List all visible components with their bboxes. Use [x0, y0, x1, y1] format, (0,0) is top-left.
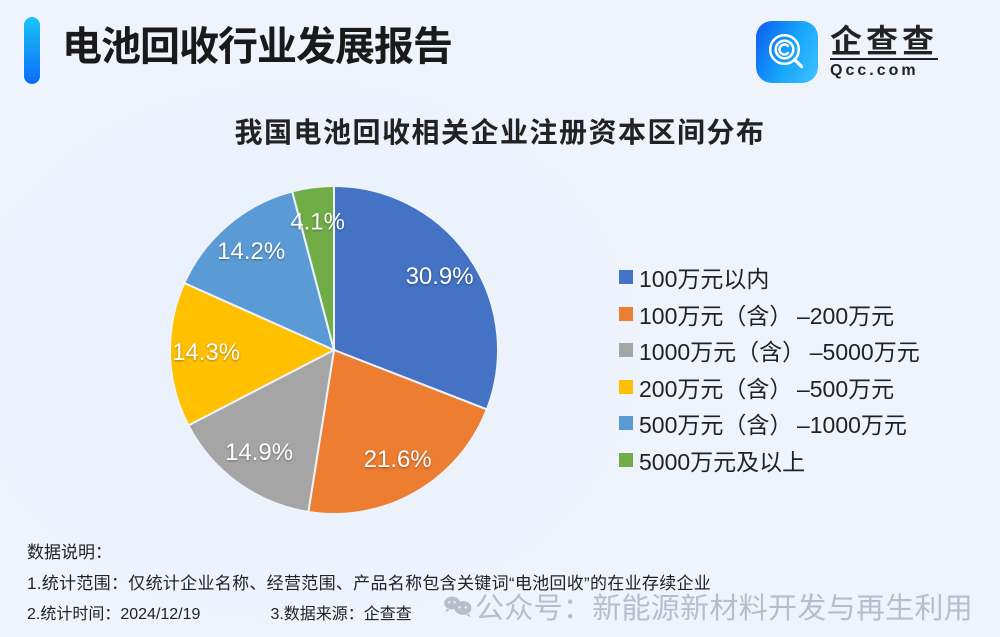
svg-text:14.9%: 14.9%	[225, 439, 293, 466]
svg-text:14.2%: 14.2%	[217, 238, 285, 265]
svg-text:4.1%: 4.1%	[290, 208, 345, 235]
svg-text:30.9%: 30.9%	[406, 263, 474, 290]
svg-text:14.3%: 14.3%	[172, 339, 240, 366]
svg-text:21.6%: 21.6%	[364, 446, 432, 473]
